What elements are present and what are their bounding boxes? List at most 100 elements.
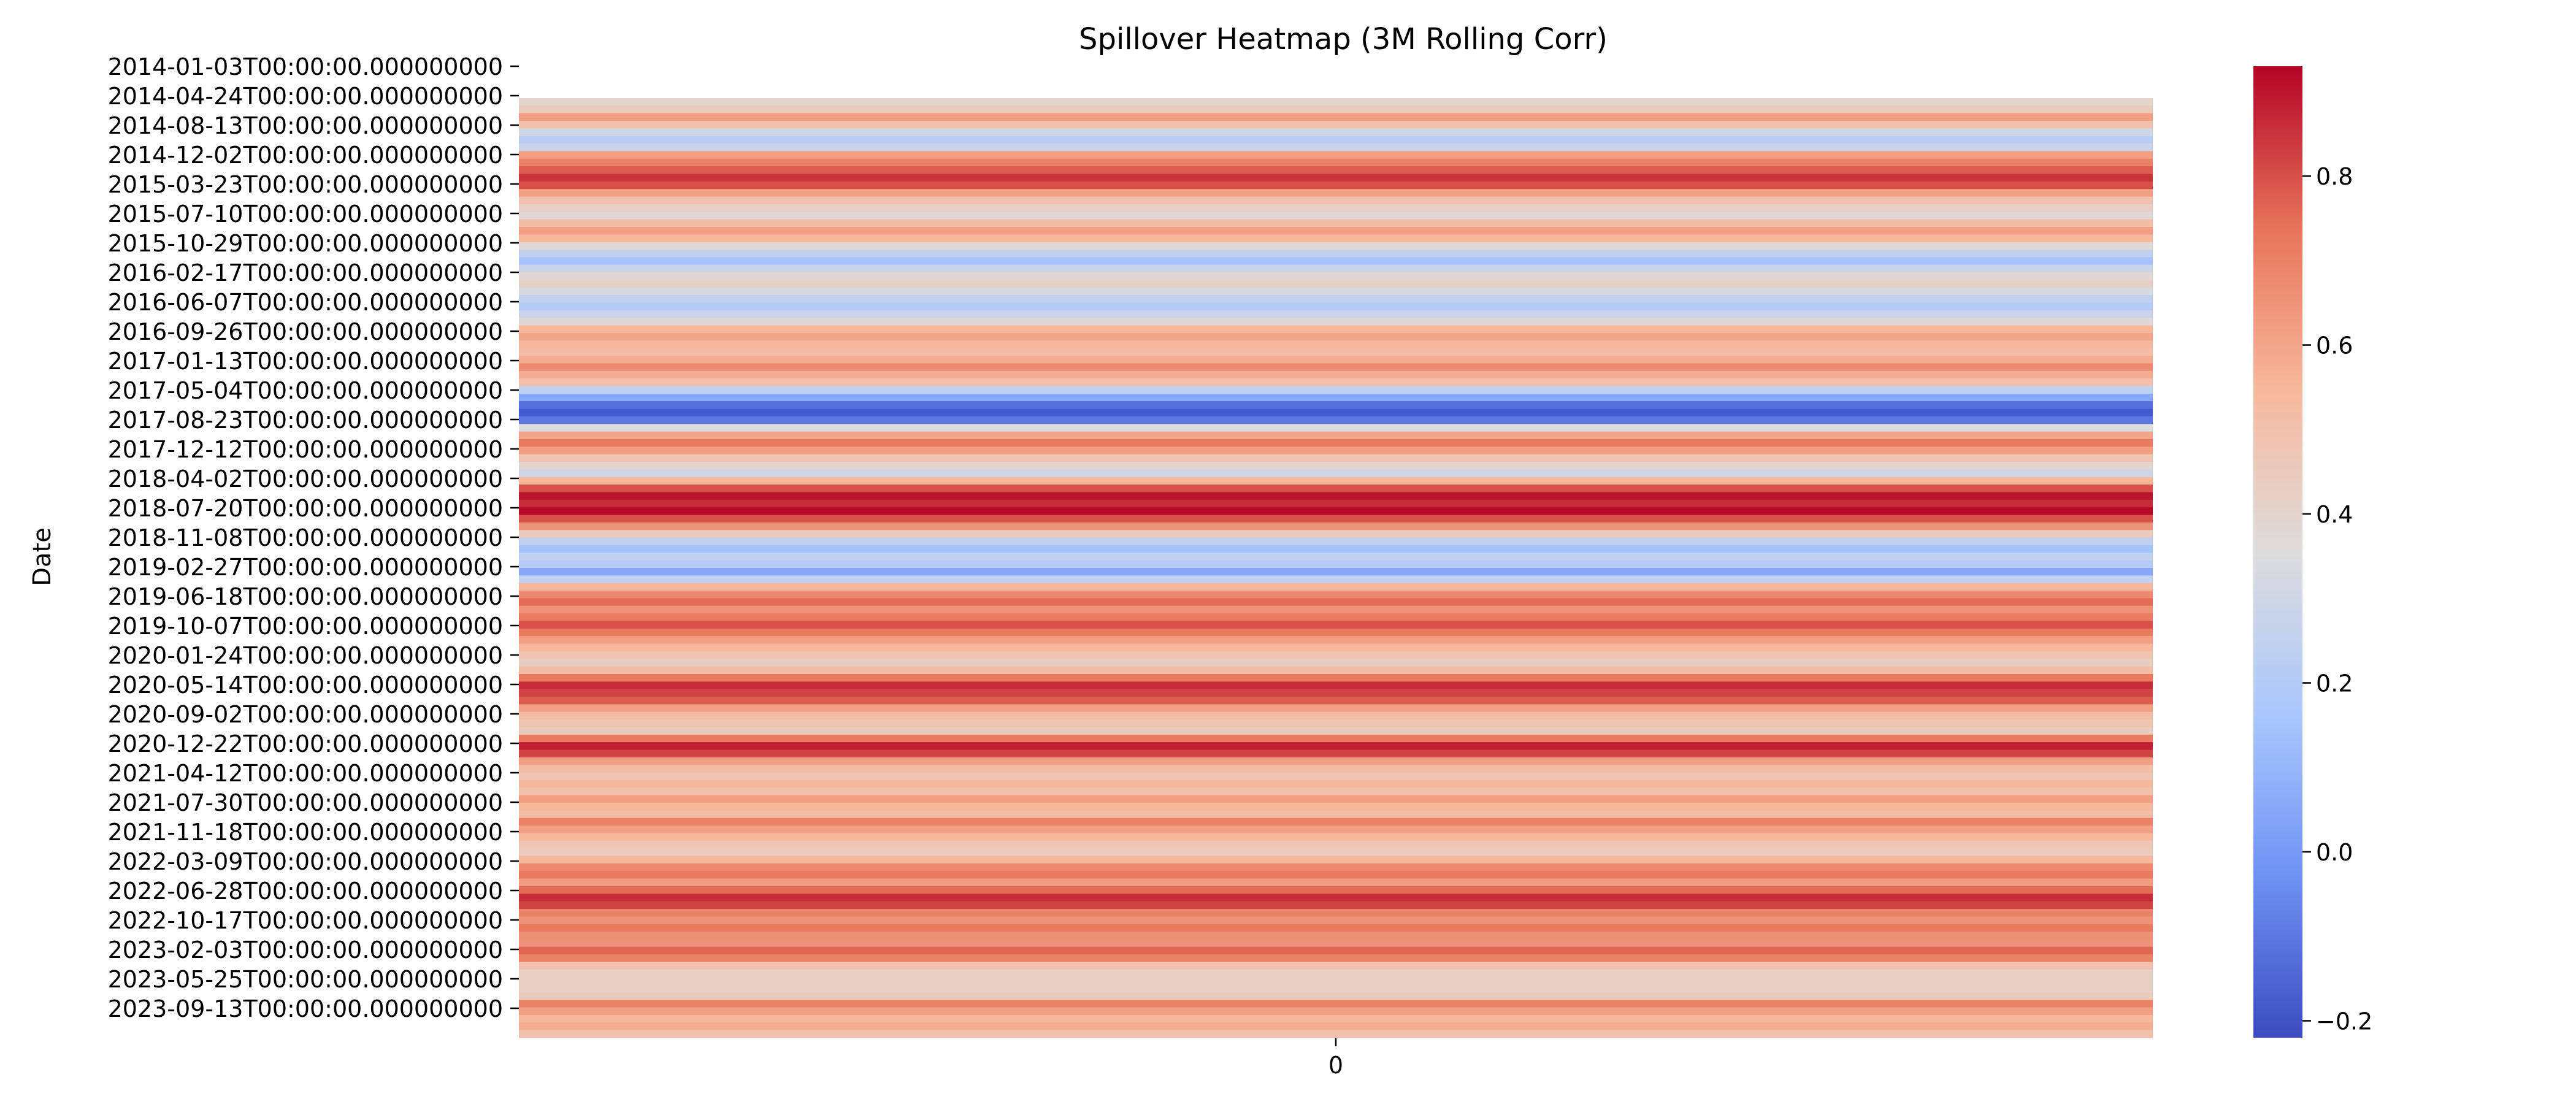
- y-tick-label: 2020-09-02T00:00:00.000000000: [108, 701, 503, 728]
- heatmap-cell: [519, 666, 2153, 675]
- y-tick-label: 2020-01-24T00:00:00.000000000: [108, 642, 503, 669]
- colorbar-tick-label: 0.6: [2316, 332, 2353, 359]
- heatmap-cell: [519, 818, 2153, 826]
- y-tick-label: 2015-07-10T00:00:00.000000000: [108, 201, 503, 228]
- heatmap-cell: [519, 719, 2153, 728]
- heatmap-cell: [519, 128, 2153, 137]
- heatmap-cell: [519, 742, 2153, 751]
- heatmap-cell: [519, 946, 2153, 955]
- heatmap-cell: [519, 795, 2153, 803]
- heatmap-cell: [519, 840, 2153, 849]
- y-tick-label: 2022-03-09T00:00:00.000000000: [108, 848, 503, 875]
- y-tick-label: 2016-09-26T00:00:00.000000000: [108, 318, 503, 345]
- y-tick-label: 2018-04-02T00:00:00.000000000: [108, 465, 503, 492]
- x-axis: 0: [1328, 1038, 1343, 1079]
- colorbar-tick-label: 0.4: [2316, 501, 2353, 528]
- heatmap-cell: [519, 196, 2153, 205]
- heatmap-cell: [519, 833, 2153, 841]
- heatmap-cell: [519, 916, 2153, 925]
- heatmap-cell: [519, 98, 2153, 106]
- heatmap-cell: [519, 591, 2153, 599]
- heatmap-cell: [519, 787, 2153, 796]
- y-tick-label: 2016-06-07T00:00:00.000000000: [108, 289, 503, 316]
- y-tick-label: 2015-10-29T00:00:00.000000000: [108, 230, 503, 257]
- heatmap-cell: [519, 856, 2153, 864]
- heatmap-cell: [519, 621, 2153, 629]
- heatmap-cell: [519, 227, 2153, 235]
- heatmap-cell: [519, 711, 2153, 720]
- y-tick-label: 2017-12-12T00:00:00.000000000: [108, 436, 503, 463]
- heatmap-cell: [519, 295, 2153, 304]
- heatmap-cell: [519, 727, 2153, 735]
- heatmap-cell: [519, 1022, 2153, 1031]
- y-tick-label: 2022-10-17T00:00:00.000000000: [108, 907, 503, 934]
- y-tick-label: 2016-02-17T00:00:00.000000000: [108, 259, 503, 286]
- heatmap-cell: [519, 264, 2153, 273]
- heatmap-cell: [519, 886, 2153, 894]
- colorbar: −0.2 0.0 0.2 0.4 0.6 0.8: [2253, 66, 2372, 1038]
- y-tick-label: 2022-06-28T00:00:00.000000000: [108, 878, 503, 905]
- heatmap-cell: [519, 370, 2153, 379]
- heatmap-cell: [519, 992, 2153, 1000]
- heatmap-cell: [519, 871, 2153, 879]
- colorbar-tick-label: 0.8: [2316, 163, 2353, 190]
- heatmap-cell: [519, 181, 2153, 190]
- heatmap-cell: [519, 310, 2153, 318]
- y-tick-label: 2017-01-13T00:00:00.000000000: [108, 348, 503, 375]
- heatmap-cell: [519, 121, 2153, 129]
- heatmap-cell: [519, 962, 2153, 970]
- heatmap-cell: [519, 598, 2153, 607]
- y-tick-label: 2014-01-03T00:00:00.000000000: [108, 53, 503, 80]
- heatmap-cell: [519, 894, 2153, 902]
- heatmap-cell: [519, 901, 2153, 910]
- y-tick-label: 2015-03-23T00:00:00.000000000: [108, 171, 503, 198]
- heatmap-cell: [519, 378, 2153, 387]
- heatmap-cell: [519, 1014, 2153, 1023]
- heatmap-cell: [519, 318, 2153, 326]
- heatmap-cell: [519, 628, 2153, 637]
- heatmap-cells: [519, 98, 2153, 1038]
- heatmap-cell: [519, 280, 2153, 288]
- heatmap-cell: [519, 969, 2153, 978]
- heatmap-cell: [519, 689, 2153, 697]
- heatmap-cell: [519, 439, 2153, 447]
- heatmap-cell: [519, 424, 2153, 432]
- heatmap-cell: [519, 984, 2153, 993]
- heatmap-cell: [519, 158, 2153, 167]
- heatmap-cell: [519, 166, 2153, 175]
- heatmap-cell: [519, 643, 2153, 652]
- heatmap-cell: [519, 302, 2153, 311]
- heatmap-cell: [519, 810, 2153, 819]
- heatmap-cell: [519, 1000, 2153, 1008]
- heatmap-cell: [519, 340, 2153, 349]
- y-tick-label: 2019-02-27T00:00:00.000000000: [108, 554, 503, 581]
- heatmap-cell: [519, 356, 2153, 364]
- y-tick-label: 2014-08-13T00:00:00.000000000: [108, 112, 503, 139]
- y-tick-label: 2021-07-30T00:00:00.000000000: [108, 789, 503, 816]
- heatmap-cell: [519, 136, 2153, 144]
- heatmap-cell: [519, 749, 2153, 758]
- heatmap-cell: [519, 954, 2153, 963]
- heatmap-cell: [519, 287, 2153, 296]
- heatmap-cell: [519, 386, 2153, 394]
- heatmap-cell: [519, 734, 2153, 743]
- heatmap-cell: [519, 250, 2153, 258]
- y-tick-label: 2023-05-25T00:00:00.000000000: [108, 966, 503, 993]
- y-axis: 2014-01-03T00:00:00.000000000 2014-04-24T…: [108, 53, 519, 1022]
- heatmap-cell: [519, 151, 2153, 159]
- heatmap-cell: [519, 515, 2153, 523]
- heatmap-cell: [519, 939, 2153, 948]
- heatmap-cell: [519, 522, 2153, 531]
- y-tick-label: 2021-11-18T00:00:00.000000000: [108, 819, 503, 846]
- heatmap-cell: [519, 613, 2153, 622]
- y-tick-label: 2018-11-08T00:00:00.000000000: [108, 524, 503, 551]
- colorbar-tick-label: 0.0: [2316, 839, 2353, 866]
- y-tick-label: 2023-02-03T00:00:00.000000000: [108, 937, 503, 963]
- heatmap-cell: [519, 492, 2153, 500]
- y-tick-label: 2020-12-22T00:00:00.000000000: [108, 730, 503, 757]
- heatmap-cell: [519, 681, 2153, 690]
- heatmap-cell: [519, 272, 2153, 281]
- y-tick-label: 2021-04-12T00:00:00.000000000: [108, 760, 503, 787]
